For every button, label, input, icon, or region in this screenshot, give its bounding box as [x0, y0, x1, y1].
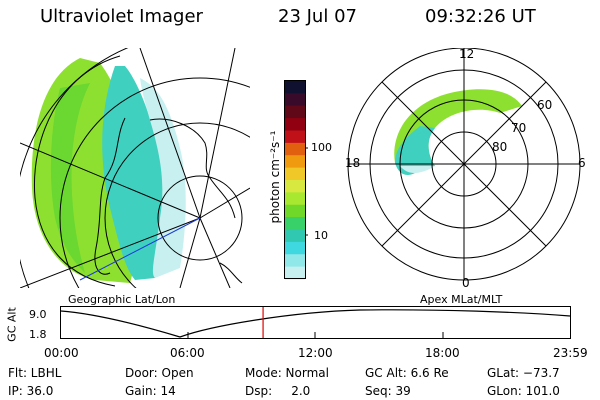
colorbar-unit-label: photon cm⁻²s⁻¹: [268, 130, 282, 224]
mlat-label-80: 80: [492, 140, 508, 154]
info-seq: Seq: 39: [365, 384, 411, 398]
mlat-label-70: 70: [511, 121, 527, 135]
info-gain: Gain: 14: [125, 384, 176, 398]
info-filter: Flt: LBHL: [8, 366, 62, 380]
geographic-caption: Geographic Lat/Lon: [68, 293, 176, 306]
altitude-xtick-3: 18:00: [425, 346, 460, 360]
observation-time: 09:32:26 UT: [425, 6, 536, 27]
mlt-label-6: 6: [578, 156, 586, 170]
instrument-title: Ultraviolet Imager: [40, 6, 203, 27]
colorbar-swatch: [285, 142, 305, 156]
mlat-label-60: 60: [537, 98, 553, 112]
colorbar-swatch: [285, 81, 305, 94]
geographic-map: [20, 48, 250, 288]
colorbar-swatch: [285, 266, 305, 280]
mlt-label-12: 12: [459, 47, 475, 61]
info-gc-alt: GC Alt: 6.6 Re: [365, 366, 449, 380]
info-dsp: Dsp: 2.0: [245, 384, 311, 398]
colorbar-tick-10: 10: [314, 229, 328, 242]
altitude-xtick-0: 00:00: [44, 346, 79, 360]
info-glon: GLon: 101.0: [487, 384, 560, 398]
info-mode: Mode: Normal: [245, 366, 329, 380]
magnetic-caption: Apex MLat/MLT: [420, 293, 503, 306]
altitude-xtick-4: 23:59: [553, 346, 588, 360]
colorbar-swatch: [285, 254, 305, 268]
magnetic-polar-map: [347, 48, 581, 281]
colorbar: [284, 80, 308, 280]
info-ip: IP: 36.0: [8, 384, 54, 398]
colorbar-tick-100: 100: [311, 141, 332, 154]
colorbar-swatch: [285, 105, 305, 119]
observation-date: 23 Jul 07: [278, 6, 357, 27]
colorbar-swatch: [285, 192, 305, 206]
colorbar-swatch: [285, 130, 305, 144]
mlt-label-0: 0: [462, 276, 470, 290]
mlt-label-18: 18: [345, 156, 361, 170]
altitude-ytick-low: 1.8: [29, 328, 47, 341]
colorbar-swatch: [285, 93, 305, 107]
colorbar-swatch: [285, 229, 305, 243]
altitude-plot: [60, 306, 571, 339]
altitude-xtick-2: 12:00: [298, 346, 333, 360]
colorbar-swatch: [285, 204, 305, 218]
info-door: Door: Open: [125, 366, 194, 380]
colorbar-swatch: [285, 118, 305, 131]
altitude-ylabel: GC Alt: [5, 307, 19, 342]
colorbar-swatch: [285, 180, 305, 193]
colorbar-swatch: [285, 241, 305, 255]
colorbar-swatch: [285, 217, 305, 230]
colorbar-swatch: [285, 155, 305, 169]
altitude-xtick-1: 06:00: [170, 346, 205, 360]
colorbar-swatch: [285, 167, 305, 181]
info-glat: GLat: −73.7: [487, 366, 560, 380]
altitude-ytick-high: 9.0: [29, 308, 47, 321]
